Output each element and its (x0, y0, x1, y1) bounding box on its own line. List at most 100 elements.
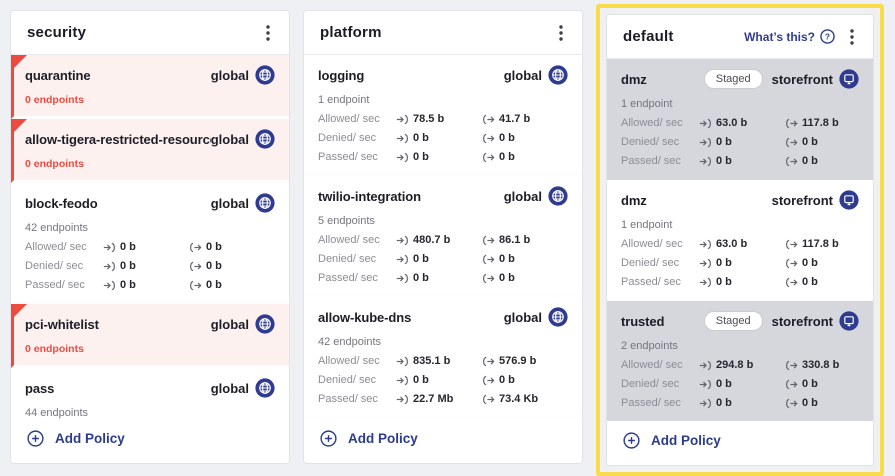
traffic-stat-row: Passed/ sec 0 b 0 b (621, 156, 859, 167)
card-header: twilio-integration global (318, 184, 568, 208)
policy-name: trusted (621, 313, 665, 329)
endpoint-count: 5 endpoints (318, 215, 375, 227)
scope-label: storefront (771, 192, 833, 208)
ingress-arrow-icon (699, 258, 711, 269)
egress-value-cell: 0 b (785, 277, 818, 288)
endpoint-count: 42 endpoints (25, 222, 88, 234)
scope-label: global (210, 195, 249, 211)
column-header: security (11, 11, 289, 55)
egress-arrow-icon (786, 379, 798, 390)
egress-value: 0 b (802, 397, 818, 409)
card-header: dmz storefront (621, 188, 859, 212)
policy-card-allow-kube-dns[interactable]: allow-kube-dns global 42 endpoints Allowe… (304, 297, 582, 418)
stat-label: Denied/ sec (318, 374, 377, 386)
policy-card-dmz[interactable]: dmz Staged storefront 1 endpoint Allowed/ … (607, 59, 873, 180)
scope-label: storefront (771, 313, 833, 329)
egress-value-cell: 117.8 b (785, 239, 839, 250)
egress-value: 117.8 b (802, 117, 839, 129)
ingress-arrow-icon (396, 394, 408, 405)
policy-card-quarantine[interactable]: quarantine global 0 endpoints (11, 55, 289, 119)
traffic-stat-row: Passed/ sec 0 b 0 b (318, 152, 568, 163)
policy-name: dmz (621, 71, 647, 87)
egress-arrow-icon (786, 277, 798, 288)
scope-label: global (503, 67, 542, 83)
ingress-value-cell: 294.8 b (699, 360, 785, 371)
egress-arrow-icon (483, 133, 495, 144)
svg-text:?: ? (825, 32, 830, 42)
policy-name: block-feodo (25, 195, 98, 211)
ingress-arrow-icon (103, 280, 115, 291)
ingress-arrow-icon (396, 133, 408, 144)
ingress-value-cell: 0 b (396, 152, 482, 163)
stat-label: Allowed/ sec (318, 234, 380, 246)
add-policy-button[interactable]: Add Policy (304, 419, 582, 463)
traffic-stat-row: Passed/ sec 22.7 Mb 73.4 Kb (318, 394, 568, 405)
egress-value-cell: 0 b (785, 379, 818, 390)
help-circle-icon: ? (820, 29, 835, 44)
stat-label: Allowed/ sec (621, 238, 683, 250)
ingress-arrow-icon (699, 239, 711, 250)
traffic-stat-row: Denied/ sec 0 b 0 b (318, 375, 568, 386)
ingress-value-cell: 78.5 b (396, 114, 482, 125)
ingress-value-cell: 0 b (396, 375, 482, 386)
egress-value-cell: 0 b (482, 152, 515, 163)
egress-value-cell: 0 b (482, 273, 515, 284)
stat-label: Allowed/ sec (25, 241, 87, 253)
policy-card-dmz[interactable]: dmz storefront 1 endpoint Allowed/ sec 63… (607, 180, 873, 301)
policy-card-allow-tigera-restricted-resources[interactable]: allow-tigera-restricted-resources global … (11, 119, 289, 183)
card-header: logging global (318, 63, 568, 87)
add-policy-button[interactable]: Add Policy (607, 421, 873, 465)
whats-this-label: What’s this? (744, 29, 815, 44)
ingress-arrow-icon (699, 360, 711, 371)
egress-arrow-icon (786, 156, 798, 167)
staged-badge: Staged (704, 70, 762, 88)
ingress-value-cell: 0 b (103, 261, 189, 272)
add-policy-button[interactable]: Add Policy (11, 419, 289, 463)
ingress-arrow-icon (699, 379, 711, 390)
highlighted-column-frame: default What’s this?? dmz Staged storefron… (596, 4, 884, 476)
ingress-arrow-icon (396, 356, 408, 367)
egress-value: 0 b (499, 374, 515, 386)
stat-label: Allowed/ sec (621, 359, 683, 371)
policy-card-list: quarantine global 0 endpoints allow-tiger… (11, 55, 289, 419)
scope-label: global (503, 188, 542, 204)
endpoint-count: 44 endpoints (25, 407, 88, 419)
policy-card-twilio-integration[interactable]: twilio-integration global 5 endpoints All… (304, 176, 582, 297)
global-icon (255, 65, 275, 85)
stat-label: Allowed/ sec (318, 113, 380, 125)
global-icon (548, 307, 568, 327)
storefront-icon (839, 311, 859, 331)
ingress-value: 22.7 Mb (413, 393, 454, 405)
traffic-stat-row: Denied/ sec 0 b 0 b (25, 261, 275, 272)
egress-arrow-icon (190, 280, 202, 291)
ingress-arrow-icon (699, 277, 711, 288)
column-menu-button[interactable] (259, 22, 277, 44)
policy-card-block-feodo[interactable]: block-feodo global 42 endpoints Allowed/ … (11, 183, 289, 304)
whats-this-link[interactable]: What’s this?? (744, 29, 835, 44)
policy-name: allow-kube-dns (318, 309, 412, 325)
traffic-stat-row: Passed/ sec 0 b 0 b (621, 398, 859, 409)
egress-value-cell: 0 b (189, 280, 222, 291)
ingress-value-cell: 835.1 b (396, 356, 482, 367)
policy-card-trusted[interactable]: trusted Staged storefront 2 endpoints Allo… (607, 301, 873, 421)
stat-label: Passed/ sec (318, 272, 378, 284)
stat-label: Passed/ sec (25, 279, 85, 291)
policy-card-pci-whitelist[interactable]: pci-whitelist global 0 endpoints (11, 304, 289, 368)
egress-arrow-icon (483, 394, 495, 405)
policy-card-logging[interactable]: logging global 1 endpoint Allowed/ sec 78… (304, 55, 582, 176)
card-header: block-feodo global (25, 191, 275, 215)
egress-value: 0 b (206, 241, 222, 253)
ingress-value: 0 b (120, 279, 136, 291)
policy-column-default: default What’s this?? dmz Staged storefron… (606, 14, 874, 466)
card-header: pci-whitelist global (25, 312, 275, 336)
card-header: dmz Staged storefront (621, 67, 859, 91)
column-menu-button[interactable] (843, 26, 861, 48)
column-menu-button[interactable] (552, 22, 570, 44)
global-icon (255, 378, 275, 398)
global-icon (255, 314, 275, 334)
egress-value: 0 b (802, 378, 818, 390)
egress-value: 0 b (499, 132, 515, 144)
add-plus-icon (623, 431, 640, 449)
policy-name: quarantine (25, 67, 91, 83)
